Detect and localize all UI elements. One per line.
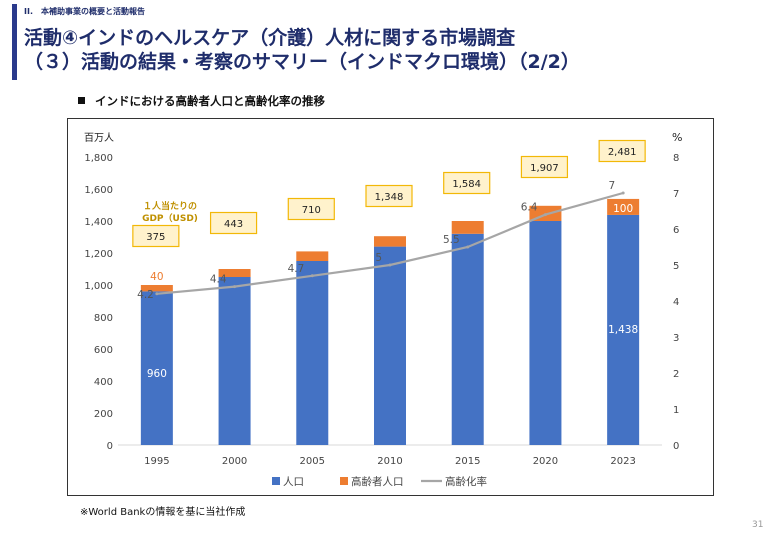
accent-bar	[12, 4, 17, 80]
aging-rate-point	[155, 292, 159, 296]
population-bar	[218, 277, 251, 445]
page-number: 31	[752, 520, 764, 530]
right-axis-tick: 5	[673, 261, 679, 272]
left-axis-tick: 0	[107, 441, 113, 452]
gdp-box	[598, 139, 646, 163]
left-axis-tick: 1,200	[84, 249, 113, 260]
x-axis-tick: 2023	[610, 456, 635, 467]
population-bar	[529, 221, 562, 445]
chart-heading-text: インドにおける高齢者人口と高齢化率の推移	[95, 94, 325, 108]
elderly-bar	[451, 221, 484, 234]
right-axis-tick: 2	[673, 369, 679, 380]
legend-population-label: 人口	[283, 476, 304, 488]
left-axis-unit: 百万人	[84, 132, 114, 144]
gdp-box	[443, 171, 491, 195]
aging-rate-point	[310, 274, 314, 278]
elderly-label: 40	[150, 271, 163, 283]
gdp-value: 443	[224, 219, 243, 230]
left-axis-tick: 400	[94, 377, 113, 388]
population-bar	[140, 291, 173, 445]
aging-rate-label: 5.5	[443, 234, 460, 246]
aging-rate-label: 4.2	[137, 289, 154, 301]
x-axis-tick: 2005	[300, 456, 325, 467]
aging-rate-point	[466, 245, 470, 249]
square-bullet-icon	[78, 97, 85, 104]
legend-aging-label: 高齢化率	[445, 475, 487, 488]
aging-rate-label: 5	[375, 252, 382, 264]
elderly-bar	[374, 236, 406, 247]
left-axis-tick: 1,800	[84, 153, 113, 164]
gdp-value: 1,584	[452, 179, 481, 190]
aging-rate-point	[621, 191, 625, 195]
left-axis-tick: 800	[94, 313, 113, 324]
x-axis-tick: 2000	[222, 456, 247, 467]
page-title: 活動④インドのヘルスケア（介護）人材に関する市場調査 （３）活動の結果・考察のサ…	[24, 26, 580, 74]
section-label: II. 本補助事業の概要と活動報告	[24, 7, 145, 16]
left-axis-tick: 1,600	[84, 185, 113, 196]
title-line-2: （３）活動の結果・考察のサマリー（インドマクロ環境）（2/2）	[24, 51, 580, 73]
gdp-box	[287, 197, 335, 221]
legend-population-swatch	[272, 477, 280, 485]
aging-rate-label: 7	[608, 180, 615, 192]
gdp-value: 710	[302, 205, 321, 216]
gdp-value: 1,907	[530, 163, 559, 174]
source-note: ※World Bankの情報を基に当社作成	[80, 507, 246, 518]
gdp-label-line-1: １人当たりの	[143, 200, 197, 212]
gdp-box	[209, 211, 258, 235]
elderly-bar	[607, 198, 640, 215]
gdp-box	[365, 184, 413, 208]
gdp-value: 1,348	[375, 192, 404, 203]
gdp-box	[520, 155, 569, 179]
aging-rate-label: 4.7	[288, 263, 305, 275]
left-axis-tick: 200	[94, 409, 113, 420]
right-axis-tick: 4	[673, 297, 679, 308]
population-bar	[607, 214, 640, 445]
right-axis-tick: 6	[673, 225, 679, 236]
chart-frame	[67, 118, 714, 496]
left-axis-tick: 1,400	[84, 217, 113, 228]
title-line-1: 活動④インドのヘルスケア（介護）人材に関する市場調査	[24, 27, 516, 49]
elderly-bar	[296, 251, 329, 261]
elderly-bar	[140, 285, 173, 292]
right-axis-tick: 0	[673, 441, 679, 452]
gdp-box	[132, 224, 180, 248]
right-axis-tick: 7	[673, 189, 679, 200]
gdp-value: 2,481	[608, 147, 637, 158]
population-bar	[296, 261, 329, 445]
gdp-value: 375	[146, 232, 165, 243]
right-axis-tick: 1	[673, 405, 679, 416]
gdp-label-line-2: GDP（USD)	[142, 213, 198, 224]
population-bar	[374, 246, 406, 445]
legend-elderly-label: 高齢者人口	[351, 475, 404, 488]
population-label: 1,438	[608, 324, 638, 336]
right-axis-unit: %	[672, 131, 682, 144]
population-bar	[451, 233, 484, 445]
chart-heading: インドにおける高齢者人口と高齢化率の推移	[78, 93, 325, 109]
aging-rate-point	[543, 213, 547, 217]
legend-elderly-swatch	[340, 477, 348, 485]
population-label: 960	[147, 368, 167, 380]
x-axis-tick: 2020	[533, 456, 558, 467]
aging-rate-label: 4.4	[210, 274, 227, 286]
x-axis-tick: 2015	[455, 456, 480, 467]
elderly-bar	[218, 269, 251, 277]
right-axis-tick: 3	[673, 333, 679, 344]
x-axis-tick: 2010	[377, 456, 402, 467]
left-axis-tick: 600	[94, 345, 113, 356]
left-axis-tick: 1,000	[84, 281, 113, 292]
aging-rate-point	[388, 263, 392, 267]
aging-rate-label: 6.4	[521, 202, 538, 214]
elderly-label: 100	[613, 203, 633, 215]
right-axis-tick: 8	[673, 153, 679, 164]
aging-rate-point	[233, 285, 237, 289]
x-axis-tick: 1995	[144, 456, 169, 467]
